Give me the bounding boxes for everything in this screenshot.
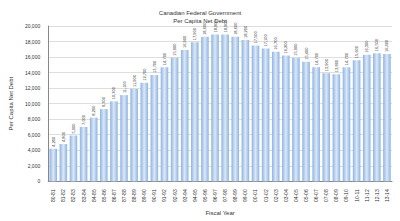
svg-text:14,700: 14,700 — [344, 52, 349, 65]
svg-text:Canadian Federal Government: Canadian Federal Government — [159, 10, 242, 16]
svg-text:01-02: 01-02 — [263, 189, 269, 202]
svg-text:5,900: 5,900 — [71, 123, 76, 134]
svg-text:18,000: 18,000 — [25, 39, 41, 45]
svg-text:12-13: 12-13 — [374, 189, 380, 202]
svg-text:10,000: 10,000 — [25, 101, 41, 107]
svg-text:14,000: 14,000 — [25, 70, 41, 76]
svg-text:86-87: 86-87 — [111, 189, 117, 202]
svg-text:82-83: 82-83 — [70, 189, 76, 202]
svg-text:95-96: 95-96 — [202, 189, 208, 202]
svg-text:16,500: 16,500 — [374, 38, 379, 51]
svg-text:16,200: 16,200 — [283, 40, 288, 53]
svg-text:17,500: 17,500 — [253, 30, 258, 43]
svg-text:10,300: 10,300 — [111, 86, 116, 99]
svg-text:92-93: 92-93 — [172, 189, 178, 202]
svg-text:16,400: 16,400 — [384, 39, 389, 52]
svg-text:03-04: 03-04 — [283, 189, 289, 202]
svg-text:11-12: 11-12 — [364, 189, 370, 202]
svg-text:11,100: 11,100 — [122, 80, 127, 93]
svg-text:17,900: 17,900 — [192, 27, 197, 40]
svg-text:11,900: 11,900 — [132, 74, 137, 87]
svg-text:Per Capita Net Debt: Per Capita Net Debt — [173, 18, 227, 24]
svg-text:20,000: 20,000 — [25, 23, 41, 29]
svg-text:84-85: 84-85 — [91, 189, 97, 202]
svg-text:00-01: 00-01 — [252, 189, 258, 202]
svg-text:16,000: 16,000 — [25, 54, 41, 60]
svg-text:08-09: 08-09 — [333, 189, 339, 202]
svg-text:89-90: 89-90 — [141, 189, 147, 202]
svg-text:04-05: 04-05 — [293, 189, 299, 202]
svg-text:02-03: 02-03 — [273, 189, 279, 202]
svg-text:18,600: 18,600 — [233, 22, 238, 35]
svg-text:6,000: 6,000 — [28, 132, 41, 138]
svg-text:2,000: 2,000 — [28, 163, 41, 169]
svg-text:8,200: 8,200 — [91, 105, 96, 116]
svg-text:16,300: 16,300 — [364, 40, 369, 53]
svg-text:18,600: 18,600 — [202, 22, 208, 35]
svg-text:16,700: 16,700 — [273, 37, 278, 50]
svg-text:15,400: 15,400 — [304, 47, 309, 60]
svg-text:98-99: 98-99 — [232, 189, 238, 202]
svg-text:12,000: 12,000 — [25, 85, 41, 91]
svg-text:13,800: 13,800 — [334, 59, 339, 72]
svg-text:13,700: 13,700 — [152, 60, 157, 73]
svg-text:Per Capita Net Debt: Per Capita Net Debt — [8, 76, 14, 130]
svg-text:18,900: 18,900 — [212, 20, 218, 33]
svg-text:80-81: 80-81 — [50, 189, 56, 202]
svg-text:81-82: 81-82 — [60, 189, 66, 202]
svg-text:97-98: 97-98 — [222, 189, 228, 202]
svg-text:14,700: 14,700 — [314, 52, 319, 65]
svg-text:12,700: 12,700 — [142, 68, 147, 81]
svg-text:18,900: 18,900 — [222, 20, 228, 33]
svg-text:Fiscal Year: Fiscal Year — [205, 210, 234, 216]
svg-text:15,900: 15,900 — [172, 43, 177, 56]
svg-text:07-08: 07-08 — [323, 189, 329, 202]
svg-text:14,700: 14,700 — [162, 52, 167, 65]
svg-text:13-14: 13-14 — [384, 189, 390, 202]
svg-text:13,900: 13,900 — [324, 58, 329, 71]
svg-text:85-86: 85-86 — [101, 189, 107, 202]
svg-text:88-89: 88-89 — [131, 189, 137, 202]
svg-text:15,900: 15,900 — [293, 43, 298, 56]
svg-text:83-84: 83-84 — [81, 189, 87, 202]
svg-text:09-10: 09-10 — [343, 189, 349, 202]
svg-text:4,800: 4,800 — [61, 131, 66, 142]
svg-text:17,100: 17,100 — [263, 34, 268, 47]
svg-text:96-97: 96-97 — [212, 189, 218, 202]
svg-text:15,600: 15,600 — [354, 45, 359, 58]
svg-text:87-88: 87-88 — [121, 189, 127, 202]
svg-text:8,000: 8,000 — [28, 116, 41, 122]
svg-text:91-92: 91-92 — [161, 189, 167, 202]
svg-text:93-94: 93-94 — [182, 189, 188, 202]
svg-text:9,300: 9,300 — [101, 96, 106, 107]
svg-text:4,000: 4,000 — [28, 147, 41, 153]
svg-text:18,200: 18,200 — [243, 25, 248, 38]
svg-text:16,900: 16,900 — [182, 35, 187, 48]
svg-text:0: 0 — [37, 178, 40, 184]
svg-text:90-91: 90-91 — [151, 189, 157, 202]
svg-text:94-95: 94-95 — [192, 189, 198, 202]
svg-text:06-07: 06-07 — [313, 189, 319, 202]
svg-text:05-06: 05-06 — [303, 189, 309, 202]
svg-text:99-00: 99-00 — [242, 189, 248, 202]
svg-text:7,000: 7,000 — [81, 114, 86, 125]
svg-text:10-11: 10-11 — [354, 189, 360, 202]
svg-text:4,200: 4,200 — [51, 136, 56, 147]
